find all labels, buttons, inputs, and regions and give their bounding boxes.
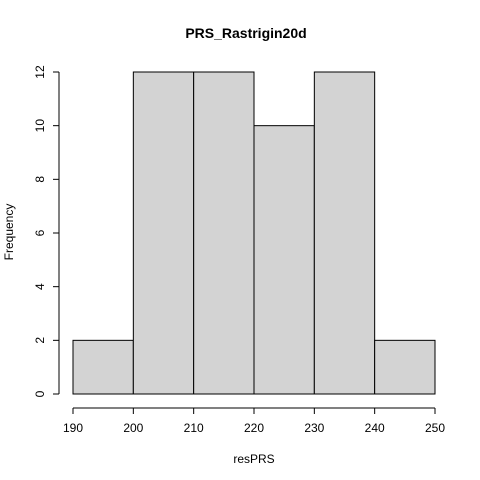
x-tick-label: 210 xyxy=(184,421,204,435)
histogram-bar-5 xyxy=(375,340,435,394)
x-tick-label: 220 xyxy=(244,421,264,435)
x-tick-label: 230 xyxy=(304,421,324,435)
histogram-bar-1 xyxy=(133,72,193,394)
bars-group xyxy=(73,72,435,394)
x-axis: 190 200 210 220 230 240 250 xyxy=(63,408,445,435)
y-tick-label: 8 xyxy=(33,176,47,183)
y-tick-label: 6 xyxy=(33,229,47,236)
y-axis: 0 2 4 6 8 10 12 xyxy=(33,65,59,397)
x-tick-label: 200 xyxy=(123,421,143,435)
x-tick-label: 190 xyxy=(63,421,83,435)
x-tick-label: 240 xyxy=(365,421,385,435)
y-axis-label: Frequency xyxy=(2,204,16,261)
x-tick-label: 250 xyxy=(425,421,445,435)
histogram-bar-2 xyxy=(194,72,254,394)
chart-title: PRS_Rastrigin20d xyxy=(185,25,306,41)
histogram-bar-4 xyxy=(314,72,374,394)
x-axis-label: resPRS xyxy=(233,452,274,466)
y-tick-label: 10 xyxy=(33,119,47,133)
y-tick-label: 4 xyxy=(33,283,47,290)
y-tick-label: 12 xyxy=(33,65,47,79)
histogram-bar-0 xyxy=(73,340,133,394)
histogram-bar-3 xyxy=(254,126,314,394)
y-tick-label: 2 xyxy=(33,337,47,344)
y-tick-label: 0 xyxy=(33,390,47,397)
